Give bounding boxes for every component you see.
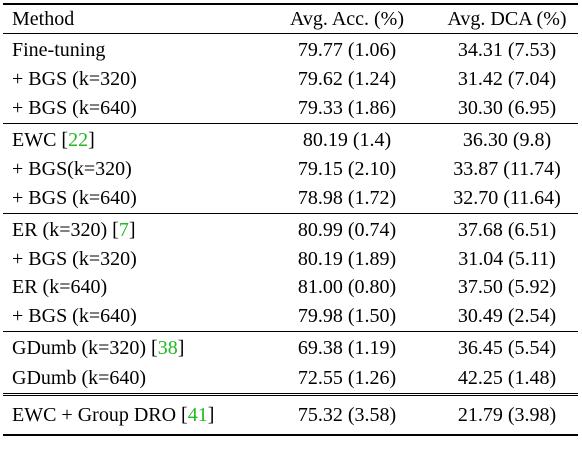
avg-dca-cell: 37.50 (5.92)	[457, 276, 557, 298]
table-row: GDumb (k=320) [38] 69.38 (1.19) 36.45 (5.5…	[3, 331, 578, 363]
table-row: + BGS (k=640) 79.33 (1.86) 30.30 (6.95)	[3, 93, 578, 124]
avg-dca-cell: 30.49 (2.54)	[457, 305, 557, 327]
table-row: GDumb (k=640) 72.55 (1.26) 42.25 (1.48)	[3, 363, 578, 395]
citation-link[interactable]: 7	[118, 218, 129, 241]
avg-acc-cell: 79.15 (2.10)	[297, 158, 397, 180]
method-cell: + BGS (k=640)	[3, 183, 258, 214]
method-name: + BGS (k=640)	[12, 97, 137, 119]
header-avg-dca: Avg. DCA (%)	[433, 3, 578, 34]
table-row: ER (k=640) 81.00 (0.80) 37.50 (5.92)	[3, 273, 578, 301]
table-row: ER (k=320) [7] 80.99 (0.74) 37.68 (6.51)	[3, 213, 578, 245]
method-name: ER (k=320) [	[12, 218, 119, 241]
table-row: + BGS (k=320) 79.62 (1.24) 31.42 (7.04)	[3, 65, 578, 93]
table-row: + BGS (k=640) 78.98 (1.72) 32.70 (11.64)	[3, 183, 578, 214]
avg-acc-cell: 80.99 (0.74)	[258, 213, 433, 245]
table-row: + BGS (k=640) 79.98 (1.50) 30.49 (2.54)	[3, 301, 578, 332]
citation-close-bracket: ]	[128, 218, 136, 241]
citation-link[interactable]: 41	[187, 404, 208, 426]
avg-dca-cell: 37.68 (6.51)	[433, 213, 578, 245]
avg-dca-cell: 31.42 (7.04)	[457, 68, 557, 90]
method-cell: ER (k=320) [7]	[3, 213, 258, 245]
avg-acc-cell: 81.00 (0.80)	[297, 276, 397, 298]
avg-acc-cell: 75.32 (3.58)	[258, 393, 433, 436]
table-row: Fine-tuning 79.77 (1.06) 34.31 (7.53)	[3, 33, 578, 65]
table-row: + BGS (k=320) 80.19 (1.89) 31.04 (5.11)	[3, 245, 578, 273]
method-name: EWC [	[12, 128, 69, 151]
avg-acc-cell: 72.55 (1.26)	[297, 367, 397, 389]
avg-dca-cell: 21.79 (3.98)	[433, 393, 578, 436]
results-table: Method Avg. Acc. (%) Avg. DCA (%) Fine-t…	[3, 3, 578, 436]
avg-acc-cell: 79.33 (1.86)	[297, 97, 397, 119]
header-avg-acc: Avg. Acc. (%)	[258, 3, 433, 34]
avg-dca-cell: 31.04 (5.11)	[458, 248, 556, 270]
method-cell: GDumb (k=640)	[3, 363, 258, 395]
method-name: GDumb (k=320) [	[12, 336, 158, 359]
avg-dca-cell: 32.70 (11.64)	[453, 187, 561, 209]
header-method: Method	[3, 3, 258, 34]
table-body: Fine-tuning 79.77 (1.06) 34.31 (7.53) + BGS…	[3, 33, 578, 436]
avg-dca-cell: 36.45 (5.54)	[433, 331, 578, 363]
citation-close-bracket: ]	[88, 128, 95, 151]
avg-acc-cell: 69.38 (1.19)	[258, 331, 433, 363]
method-cell: + BGS(k=320)	[3, 155, 258, 183]
avg-dca-cell: 34.31 (7.53)	[433, 33, 578, 65]
avg-dca-cell: 42.25 (1.48)	[457, 367, 557, 389]
method-name: ER (k=640)	[12, 276, 108, 298]
avg-acc-cell: 79.77 (1.06)	[258, 33, 433, 65]
method-name: Fine-tuning	[12, 38, 106, 61]
method-cell: EWC + Group DRO [41]	[3, 393, 258, 436]
avg-acc-cell: 80.19 (1.4)	[258, 123, 433, 155]
avg-acc-cell: 79.98 (1.50)	[297, 305, 397, 327]
method-name: + BGS (k=640)	[12, 305, 137, 327]
method-cell: Fine-tuning	[3, 33, 258, 65]
citation-link[interactable]: 22	[68, 128, 89, 151]
table-row: EWC [22] 80.19 (1.4) 36.30 (9.8)	[3, 123, 578, 155]
avg-acc-cell: 78.98 (1.72)	[297, 187, 397, 209]
citation-link[interactable]: 38	[157, 336, 178, 359]
method-name: + BGS (k=320)	[12, 68, 137, 90]
table-row: EWC + Group DRO [41] 75.32 (3.58) 21.79 (3…	[3, 393, 578, 436]
method-cell: ER (k=640)	[3, 273, 258, 301]
avg-dca-cell: 36.30 (9.8)	[433, 123, 578, 155]
method-name: + BGS (k=640)	[12, 187, 137, 209]
avg-dca-cell: 30.30 (6.95)	[457, 97, 557, 119]
avg-dca-cell: 33.87 (11.74)	[453, 158, 561, 180]
method-cell: + BGS (k=640)	[3, 301, 258, 332]
method-cell: + BGS (k=320)	[3, 245, 258, 273]
avg-acc-cell: 79.62 (1.24)	[297, 68, 397, 90]
method-cell: GDumb (k=320) [38]	[3, 331, 258, 363]
avg-acc-cell: 80.19 (1.89)	[297, 248, 397, 270]
method-cell: EWC [22]	[3, 123, 258, 155]
header-row: Method Avg. Acc. (%) Avg. DCA (%)	[3, 3, 578, 34]
method-name: + BGS(k=320)	[12, 158, 132, 180]
method-name: + BGS (k=320)	[12, 248, 137, 270]
method-cell: + BGS (k=320)	[3, 65, 258, 93]
method-name: EWC + Group DRO [	[12, 404, 188, 426]
method-cell: + BGS (k=640)	[3, 93, 258, 124]
citation-close-bracket: ]	[177, 336, 185, 359]
table-row: + BGS(k=320) 79.15 (2.10) 33.87 (11.74)	[3, 155, 578, 183]
method-name: GDumb (k=640)	[12, 367, 147, 389]
citation-close-bracket: ]	[207, 404, 215, 426]
